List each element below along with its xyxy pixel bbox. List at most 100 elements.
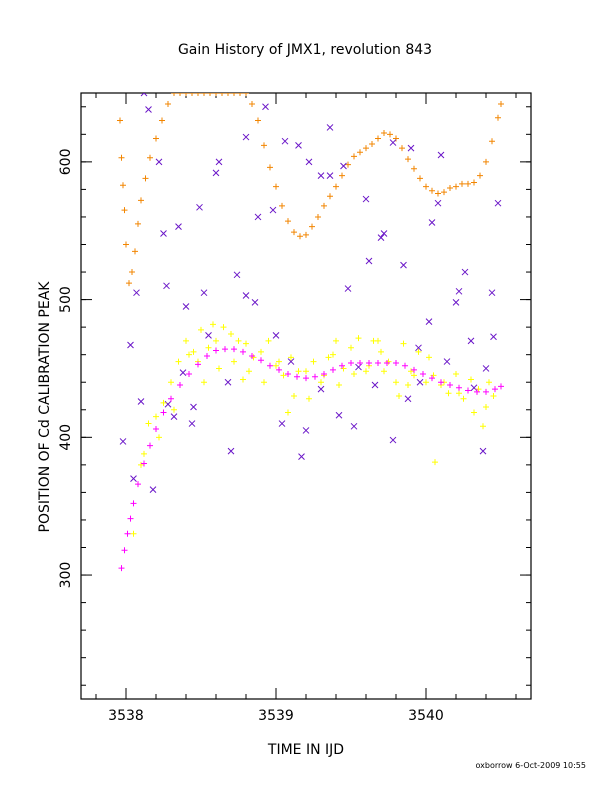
data-point <box>281 137 289 145</box>
data-point <box>118 565 125 572</box>
data-point <box>381 129 387 136</box>
data-point <box>295 368 302 375</box>
data-point <box>171 93 177 96</box>
data-point <box>160 230 167 237</box>
data-point <box>254 213 262 221</box>
data-point <box>350 422 358 430</box>
data-point <box>303 375 309 382</box>
data-point <box>362 195 370 203</box>
data-point <box>235 337 242 344</box>
data-point <box>135 220 141 227</box>
data-point <box>378 348 384 355</box>
data-point <box>205 344 212 351</box>
data-point <box>196 203 203 211</box>
data-point <box>486 379 492 386</box>
data-point <box>309 223 315 230</box>
data-point <box>291 229 297 236</box>
data-point <box>369 140 375 147</box>
data-point <box>445 390 452 397</box>
data-point <box>447 381 453 388</box>
data-point <box>452 298 460 306</box>
data-point <box>404 395 412 403</box>
data-point <box>188 420 196 427</box>
data-point <box>405 156 411 163</box>
data-point <box>297 233 303 240</box>
data-point <box>240 376 246 383</box>
data-point <box>175 358 182 365</box>
data-point <box>231 93 237 96</box>
data-point <box>393 135 399 142</box>
data-point <box>212 169 220 177</box>
data-point <box>201 379 207 386</box>
data-point <box>302 427 310 434</box>
data-point <box>147 442 153 449</box>
data-point <box>121 547 128 554</box>
data-point <box>186 370 192 377</box>
data-point <box>160 399 167 406</box>
data-point <box>258 357 264 364</box>
data-point <box>310 358 317 365</box>
data-point <box>380 230 388 237</box>
data-point <box>182 303 190 310</box>
data-point <box>123 241 129 248</box>
data-point <box>141 460 147 467</box>
data-point <box>149 486 157 494</box>
data-point <box>168 395 174 402</box>
data-point <box>456 384 462 391</box>
data-point <box>330 366 336 373</box>
data-point <box>207 93 213 96</box>
data-point <box>276 358 282 365</box>
data-point <box>429 187 435 194</box>
data-point <box>355 363 362 371</box>
data-point <box>326 172 334 179</box>
data-point <box>357 359 363 366</box>
data-point <box>135 481 141 488</box>
data-point <box>348 344 354 351</box>
data-point <box>399 145 405 152</box>
data-point <box>317 172 325 179</box>
data-point <box>137 398 145 405</box>
data-point <box>190 348 197 355</box>
data-point <box>170 413 178 421</box>
data-point <box>251 298 259 306</box>
x-tick-label: 3539 <box>258 708 294 724</box>
data-point <box>465 387 471 394</box>
data-point <box>345 161 351 168</box>
data-point <box>461 268 469 276</box>
data-point <box>437 151 445 159</box>
data-point <box>140 93 148 97</box>
data-point <box>494 199 502 207</box>
data-point <box>261 379 267 386</box>
data-point <box>120 182 126 189</box>
data-point <box>155 158 163 166</box>
x-tick-label: 3538 <box>108 708 144 724</box>
data-point <box>482 365 490 372</box>
data-point <box>411 372 417 379</box>
data-point <box>396 393 402 399</box>
data-point <box>471 409 477 416</box>
data-point <box>250 354 257 361</box>
data-point <box>490 393 497 399</box>
data-point <box>489 138 495 145</box>
data-point <box>132 248 138 255</box>
data-point <box>130 530 137 537</box>
data-point <box>441 189 447 196</box>
data-point <box>339 362 345 369</box>
data-point <box>190 403 197 411</box>
data-point <box>200 289 208 297</box>
data-point <box>460 395 467 402</box>
data-point <box>405 381 411 388</box>
data-point <box>400 261 407 269</box>
data-point <box>411 165 417 172</box>
data-point <box>326 124 334 131</box>
data-point <box>272 332 280 339</box>
data-point <box>321 202 327 209</box>
data-point <box>429 375 435 382</box>
data-point <box>411 366 417 373</box>
data-point <box>371 381 379 389</box>
data-point <box>130 475 137 482</box>
data-point <box>133 289 140 297</box>
series-orange <box>117 93 504 287</box>
data-point <box>201 93 207 96</box>
data-point <box>336 381 342 388</box>
